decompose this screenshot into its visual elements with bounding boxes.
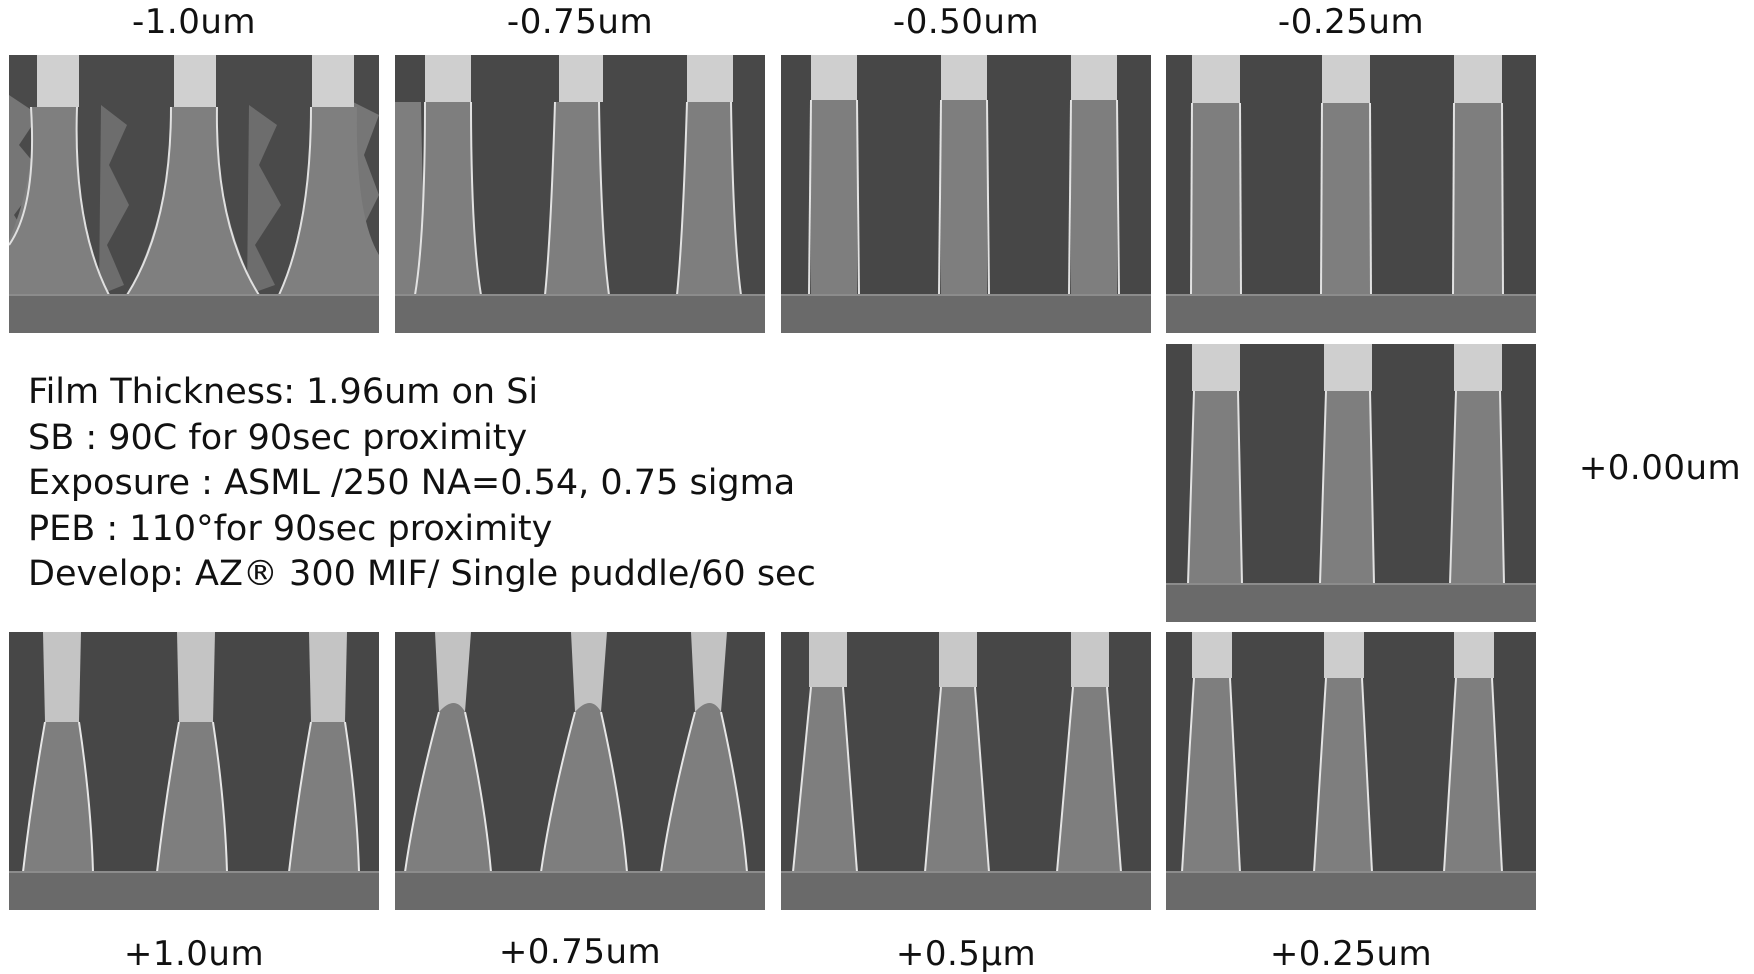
sem-cross-section-plus-0-75 [395, 632, 765, 910]
sem-cross-section-minus-0-25 [1166, 55, 1536, 333]
sem-cross-section-minus-0-75 [395, 55, 765, 333]
sem-cross-section-plus-0-5 [781, 632, 1151, 910]
process-note-exposure: Exposure : ASML /250 NA=0.54, 0.75 sigma [28, 463, 796, 503]
process-note-soft-bake: SB : 90C for 90sec proximity [28, 417, 528, 458]
focus-label-plus-1-0: +1.0um [123, 934, 265, 974]
sem-image-plus-0-5 [781, 632, 1151, 910]
focus-label-minus-1-0: -1.0um [131, 2, 256, 42]
process-note-develop: Develop: AZ® 300 MIF/ Single puddle/60 s… [28, 554, 816, 594]
sem-image-minus-0-50 [781, 55, 1151, 333]
process-conditions: Film Thickness: 1.96um on Si SB : 90C fo… [28, 370, 816, 598]
sem-image-minus-0-25 [1166, 55, 1536, 333]
focus-label-minus-0-50: -0.50um [892, 2, 1040, 42]
sem-cross-section-plus-0-25 [1166, 632, 1536, 910]
process-note-film-thickness: Film Thickness: 1.96um on Si [28, 372, 539, 412]
sem-cross-section-minus-0-50 [781, 55, 1151, 333]
focus-label-plus-0-25: +0.25um [1269, 934, 1433, 974]
focus-label-plus-0-5: +0.5μm [895, 934, 1037, 974]
sem-image-plus-0-25 [1166, 632, 1536, 910]
sem-image-minus-1-0 [9, 55, 379, 333]
focus-label-plus-0-75: +0.75um [498, 932, 662, 972]
sem-image-minus-0-75 [395, 55, 765, 333]
process-note-peb: PEB : 110°for 90sec proximity [28, 508, 553, 549]
focus-label-minus-0-75: -0.75um [506, 2, 654, 42]
sem-image-plus-0-75 [395, 632, 765, 910]
focus-label-plus-0-00: +0.00um [1578, 448, 1742, 488]
sem-cross-section-plus-0-00 [1166, 344, 1536, 622]
sem-cross-section-plus-1-0 [9, 632, 379, 910]
focus-label-minus-0-25: -0.25um [1277, 2, 1425, 42]
sem-cross-section-minus-1-0 [9, 55, 379, 333]
sem-image-plus-1-0 [9, 632, 379, 910]
sem-image-plus-0-00 [1166, 344, 1536, 622]
